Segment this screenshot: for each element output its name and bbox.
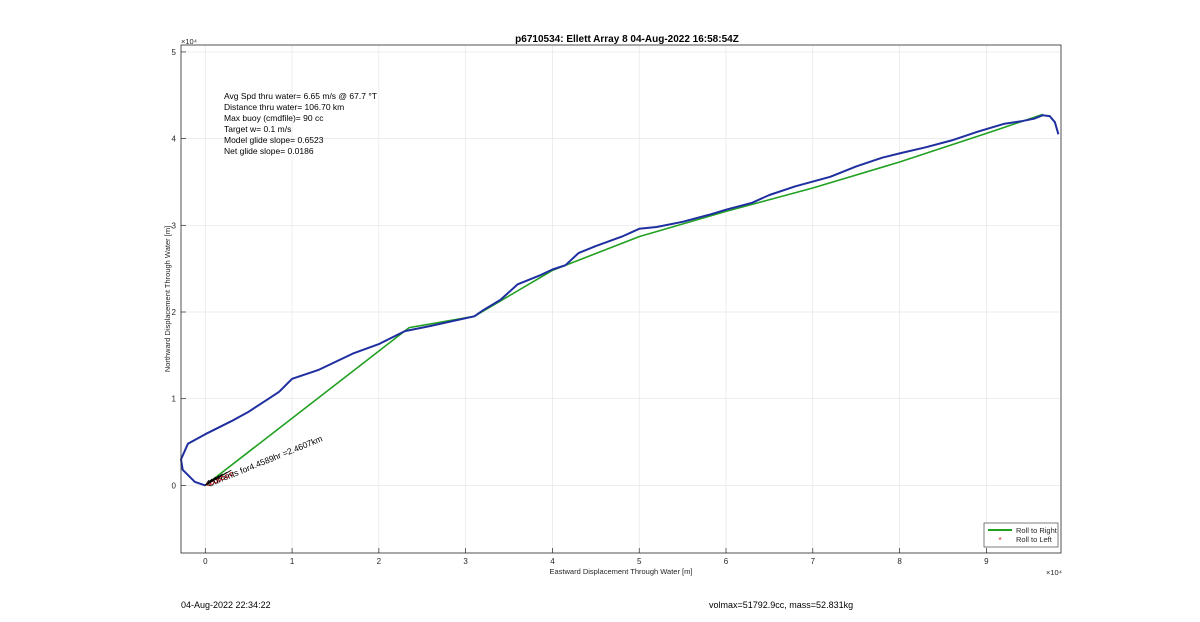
legend-box — [983, 522, 1059, 548]
y-tick-label: 1 — [172, 395, 177, 404]
y-axis-label: Northward Displacement Through Water [m] — [163, 226, 172, 372]
legend-label-right: Roll to Right — [1016, 526, 1058, 535]
current-marker — [220, 475, 225, 481]
stat-net-glide: Net glide slope= 0.0186 — [224, 146, 314, 156]
y-tick-label: 4 — [172, 135, 177, 144]
stat-max-buoy: Max buoy (cmdfile)= 90 cc — [224, 113, 324, 123]
stat-avg-speed: Avg Spd thru water= 6.65 m/s @ 67.7 °T — [224, 91, 377, 101]
footer-timestamp: 04-Aug-2022 22:34:22 — [181, 600, 271, 610]
current-vector — [205, 469, 232, 486]
grid — [181, 45, 1061, 553]
x-tick-label: 4 — [550, 557, 555, 566]
x-tick-label: 2 — [377, 557, 382, 566]
x-tick-label: 6 — [724, 557, 729, 566]
x-tick-label: 3 — [463, 557, 468, 566]
stat-model-glide: Model glide slope= 0.6523 — [224, 135, 324, 145]
x-tick-label: 8 — [897, 557, 902, 566]
y-tick-labels: 0 1 2 3 4 5 — [172, 48, 177, 490]
current-marker — [224, 474, 230, 479]
footer-volmax-mass: volmax=51792.9cc, mass=52.831kg — [709, 600, 854, 610]
track-line — [180, 114, 1060, 487]
legend: Roll to Right * Roll to Left — [983, 522, 1059, 548]
chart-title: p6710534: Ellett Array 8 04-Aug-2022 16:… — [515, 34, 739, 45]
y-axis-exponent: ×10⁴ — [181, 37, 197, 46]
y-tick-label: 0 — [172, 481, 177, 490]
stats-block: Avg Spd thru water= 6.65 m/s @ 67.7 °T D… — [224, 91, 377, 156]
roll-to-right-line — [204, 113, 1044, 487]
x-tick-labels: 0 1 2 3 4 5 6 7 8 9 — [203, 557, 989, 566]
x-tick-label: 9 — [984, 557, 989, 566]
stat-target-w: Target w= 0.1 m/s — [224, 124, 291, 134]
y-tick-label: 2 — [172, 308, 177, 317]
x-axis-label: Eastward Displacement Through Water [m] — [550, 567, 693, 576]
legend-swatch-left: * — [998, 536, 1001, 545]
x-tick-label: 7 — [811, 557, 816, 566]
axes-box — [180, 44, 1062, 554]
y-tick-label: 5 — [172, 48, 177, 57]
current-marker — [229, 472, 234, 477]
legend-label-left: Roll to Left — [1016, 535, 1053, 544]
stat-distance: Distance thru water= 106.70 km — [224, 102, 344, 112]
plot-area — [181, 45, 1061, 553]
plot-lines — [180, 113, 1060, 487]
x-tick-label: 0 — [203, 557, 208, 566]
current-marker — [217, 477, 222, 482]
y-tick-label: 3 — [172, 221, 177, 230]
x-tick-label: 1 — [290, 557, 295, 566]
x-tick-label: 5 — [637, 557, 642, 566]
x-axis-exponent: ×10⁴ — [1046, 568, 1062, 577]
